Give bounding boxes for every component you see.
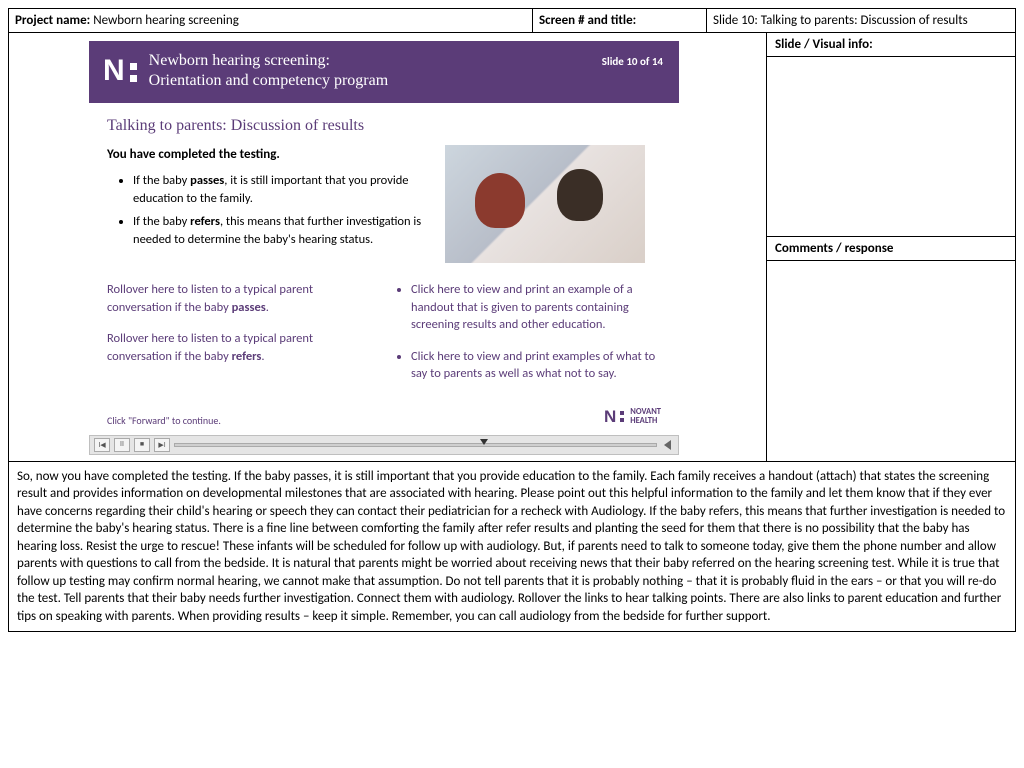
visual-info-header: Slide / Visual info: xyxy=(767,33,1015,57)
forward-hint: Click "Forward" to continue. xyxy=(107,414,221,427)
slide-footer: Click "Forward" to continue. N NOVANT HE… xyxy=(89,403,679,435)
bullet-1: If the baby passes, it is still importan… xyxy=(133,172,427,207)
comments-body xyxy=(767,261,1015,461)
novant-logo: N NOVANT HEALTH xyxy=(604,407,661,427)
lead-text: You have completed the testing. xyxy=(107,147,427,162)
slide-body: Talking to parents: Discussion of result… xyxy=(89,103,679,403)
header-row: Project name: Newborn hearing screening … xyxy=(9,9,1015,33)
middle-row: N Newborn hearing screening: Orientation… xyxy=(9,33,1015,462)
slide-subtitle: Talking to parents: Discussion of result… xyxy=(107,117,661,135)
rollover-refers[interactable]: Rollover here to listen to a typical par… xyxy=(107,330,373,365)
links-row: Rollover here to listen to a typical par… xyxy=(107,281,661,397)
storyboard-table: Project name: Newborn hearing screening … xyxy=(8,8,1016,632)
logo-dots-icon xyxy=(130,63,137,82)
project-cell: Project name: Newborn hearing screening xyxy=(9,9,533,32)
brand-2: HEALTH xyxy=(630,417,661,426)
screen-value: Slide 10: Talking to parents: Discussion… xyxy=(707,9,1015,32)
script-cell: So, now you have completed the testing. … xyxy=(9,462,1015,632)
bullet-2: If the baby refers, this means that furt… xyxy=(133,213,427,248)
visual-info-body xyxy=(767,57,1015,237)
slide-number: Slide 10 of 14 xyxy=(602,55,663,68)
parents-baby-photo xyxy=(445,145,645,263)
next-button[interactable]: ▶I xyxy=(154,438,170,452)
slide-bullets: If the baby passes, it is still importan… xyxy=(107,172,427,248)
bar-titles: Newborn hearing screening: Orientation a… xyxy=(149,51,388,91)
slide-right-col xyxy=(445,147,661,263)
seek-track[interactable] xyxy=(174,443,657,447)
volume-icon[interactable] xyxy=(664,440,671,450)
logo-n-icon: N xyxy=(103,54,124,88)
slide-frame: N Newborn hearing screening: Orientation… xyxy=(89,41,679,455)
slide-purple-bar: N Newborn hearing screening: Orientation… xyxy=(89,41,679,103)
side-column: Slide / Visual info: Comments / response xyxy=(767,33,1015,461)
project-value: Newborn hearing screening xyxy=(93,13,239,28)
slide-cell: N Newborn hearing screening: Orientation… xyxy=(9,33,767,461)
project-label: Project name: xyxy=(15,13,90,28)
rollover-passes[interactable]: Rollover here to listen to a typical par… xyxy=(107,281,373,316)
click-handout[interactable]: Click here to view and print an example … xyxy=(411,281,661,334)
pause-button[interactable]: II xyxy=(114,438,130,452)
screen-label: Screen # and title: xyxy=(533,9,707,32)
click-say-examples[interactable]: Click here to view and print examples of… xyxy=(411,348,661,383)
rollover-links: Rollover here to listen to a typical par… xyxy=(107,281,373,397)
comments-header: Comments / response xyxy=(767,237,1015,261)
media-player: I◀ II ■ ▶I xyxy=(89,435,679,455)
bar-title-2: Orientation and competency program xyxy=(149,71,388,91)
novant-n-icon: N xyxy=(604,407,616,427)
novant-dots-icon xyxy=(620,411,624,422)
slide-left-col: You have completed the testing. If the b… xyxy=(107,147,427,263)
bar-title-1: Newborn hearing screening: xyxy=(149,51,388,71)
stop-button[interactable]: ■ xyxy=(134,438,150,452)
prev-button[interactable]: I◀ xyxy=(94,438,110,452)
click-links: Click here to view and print an example … xyxy=(395,281,661,397)
